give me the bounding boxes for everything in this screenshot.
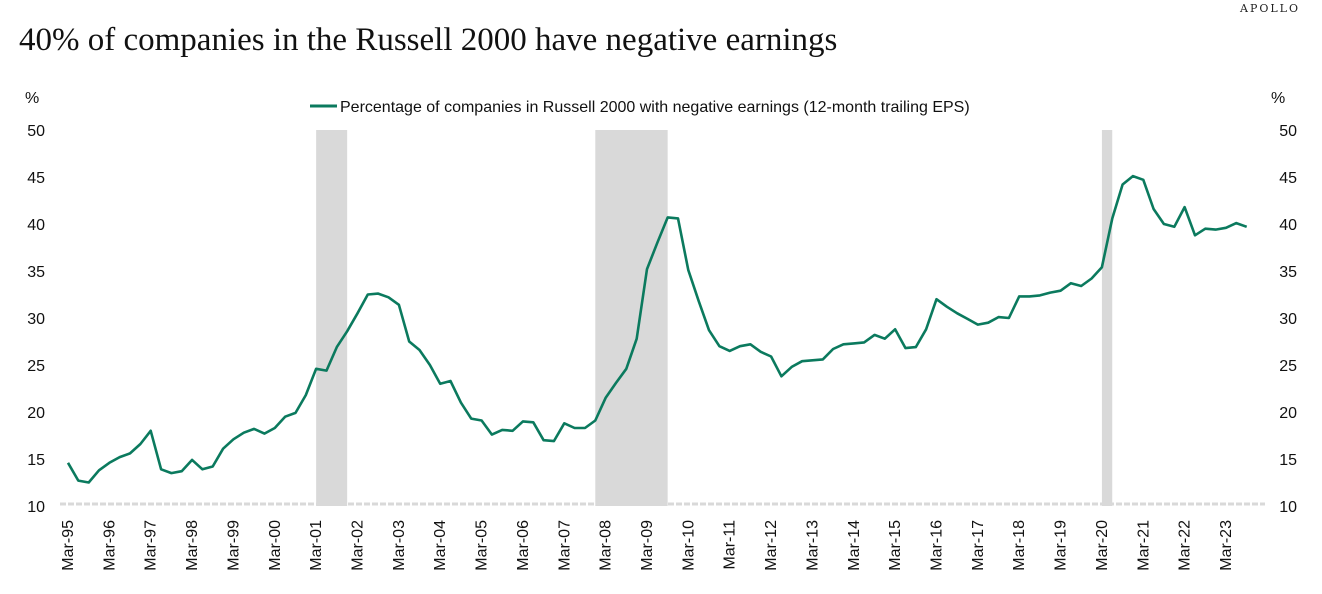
x-tick-label: Mar-97 bbox=[143, 520, 160, 571]
y-left-tick-label: 45 bbox=[27, 170, 45, 187]
x-tick-label: Mar-08 bbox=[598, 520, 615, 571]
y-left-tick-label: 30 bbox=[27, 311, 45, 328]
x-tick-label: Mar-04 bbox=[432, 520, 449, 571]
series-points bbox=[67, 176, 1247, 483]
recession-bar-2 bbox=[1101, 130, 1113, 506]
x-tick-label: Mar-16 bbox=[928, 520, 945, 571]
x-tick-label: Mar-01 bbox=[308, 520, 325, 571]
x-tick-label: Mar-02 bbox=[349, 520, 366, 571]
y-axis-left: 10 15 20 25 30 35 40 45 50 bbox=[27, 123, 45, 516]
y-right-tick-label: 20 bbox=[1279, 405, 1297, 422]
x-tick-label: Mar-23 bbox=[1218, 520, 1235, 571]
series-line-negative-earnings bbox=[66, 174, 1248, 484]
legend-label: Percentage of companies in Russell 2000 … bbox=[340, 99, 970, 116]
brand-logo: APOLLO bbox=[1240, 2, 1300, 15]
x-tick-label: Mar-13 bbox=[804, 520, 821, 571]
x-tick-label: Mar-98 bbox=[184, 520, 201, 571]
y-left-tick-label: 20 bbox=[27, 405, 45, 422]
recession-shading bbox=[316, 130, 1113, 506]
y-right-tick-label: 30 bbox=[1279, 311, 1297, 328]
x-tick-label: Mar-21 bbox=[1135, 520, 1152, 571]
x-tick-label: Mar-99 bbox=[225, 520, 242, 571]
legend: Percentage of companies in Russell 2000 … bbox=[310, 99, 970, 116]
x-tick-label: Mar-19 bbox=[1053, 520, 1070, 571]
x-tick-label: Mar-07 bbox=[556, 520, 573, 571]
recession-bar-1 bbox=[595, 130, 668, 506]
y-left-tick-label: 40 bbox=[27, 217, 45, 234]
x-tick-label: Mar-14 bbox=[846, 520, 863, 571]
x-tick-label: Mar-09 bbox=[639, 520, 656, 571]
y-right-tick-label: 10 bbox=[1279, 499, 1297, 516]
x-tick-label: Mar-05 bbox=[474, 520, 491, 571]
y-right-tick-label: 45 bbox=[1279, 170, 1297, 187]
x-tick-label: Mar-03 bbox=[391, 520, 408, 571]
y-left-tick-label: 25 bbox=[27, 358, 45, 375]
y-left-tick-label: 35 bbox=[27, 264, 45, 281]
y-left-tick-label: 10 bbox=[27, 499, 45, 516]
y-left-tick-label: 15 bbox=[27, 452, 45, 469]
y-right-tick-label: 35 bbox=[1279, 264, 1297, 281]
x-tick-label: Mar-20 bbox=[1094, 520, 1111, 571]
y-right-tick-label: 25 bbox=[1279, 358, 1297, 375]
chart-title: 40% of companies in the Russell 2000 hav… bbox=[19, 22, 838, 58]
y-axis-right-unit: % bbox=[1271, 90, 1285, 107]
x-tick-label: Mar-18 bbox=[1011, 520, 1028, 571]
x-tick-label: Mar-17 bbox=[970, 520, 987, 571]
y-right-tick-label: 40 bbox=[1279, 217, 1297, 234]
x-tick-label: Mar-95 bbox=[60, 520, 77, 571]
x-tick-label: Mar-10 bbox=[680, 520, 697, 571]
y-right-tick-label: 50 bbox=[1279, 123, 1297, 140]
x-axis: Mar-95 Mar-96 Mar-97 Mar-98 Mar-99 Mar-00 Mar-… bbox=[60, 520, 1235, 571]
recession-bar-0 bbox=[316, 130, 348, 506]
x-tick-label: Mar-15 bbox=[887, 520, 904, 571]
y-right-tick-label: 15 bbox=[1279, 452, 1297, 469]
x-tick-label: Mar-06 bbox=[515, 520, 532, 571]
y-axis-left-unit: % bbox=[25, 90, 39, 107]
y-axis-right: 10 15 20 25 30 35 40 45 50 bbox=[1279, 123, 1297, 516]
x-tick-label: Mar-11 bbox=[722, 520, 739, 570]
x-tick-label: Mar-96 bbox=[101, 520, 118, 571]
x-tick-label: Mar-00 bbox=[267, 520, 284, 571]
x-tick-label: Mar-22 bbox=[1177, 520, 1194, 571]
x-tick-label: Mar-12 bbox=[763, 520, 780, 571]
y-left-tick-label: 50 bbox=[27, 123, 45, 140]
